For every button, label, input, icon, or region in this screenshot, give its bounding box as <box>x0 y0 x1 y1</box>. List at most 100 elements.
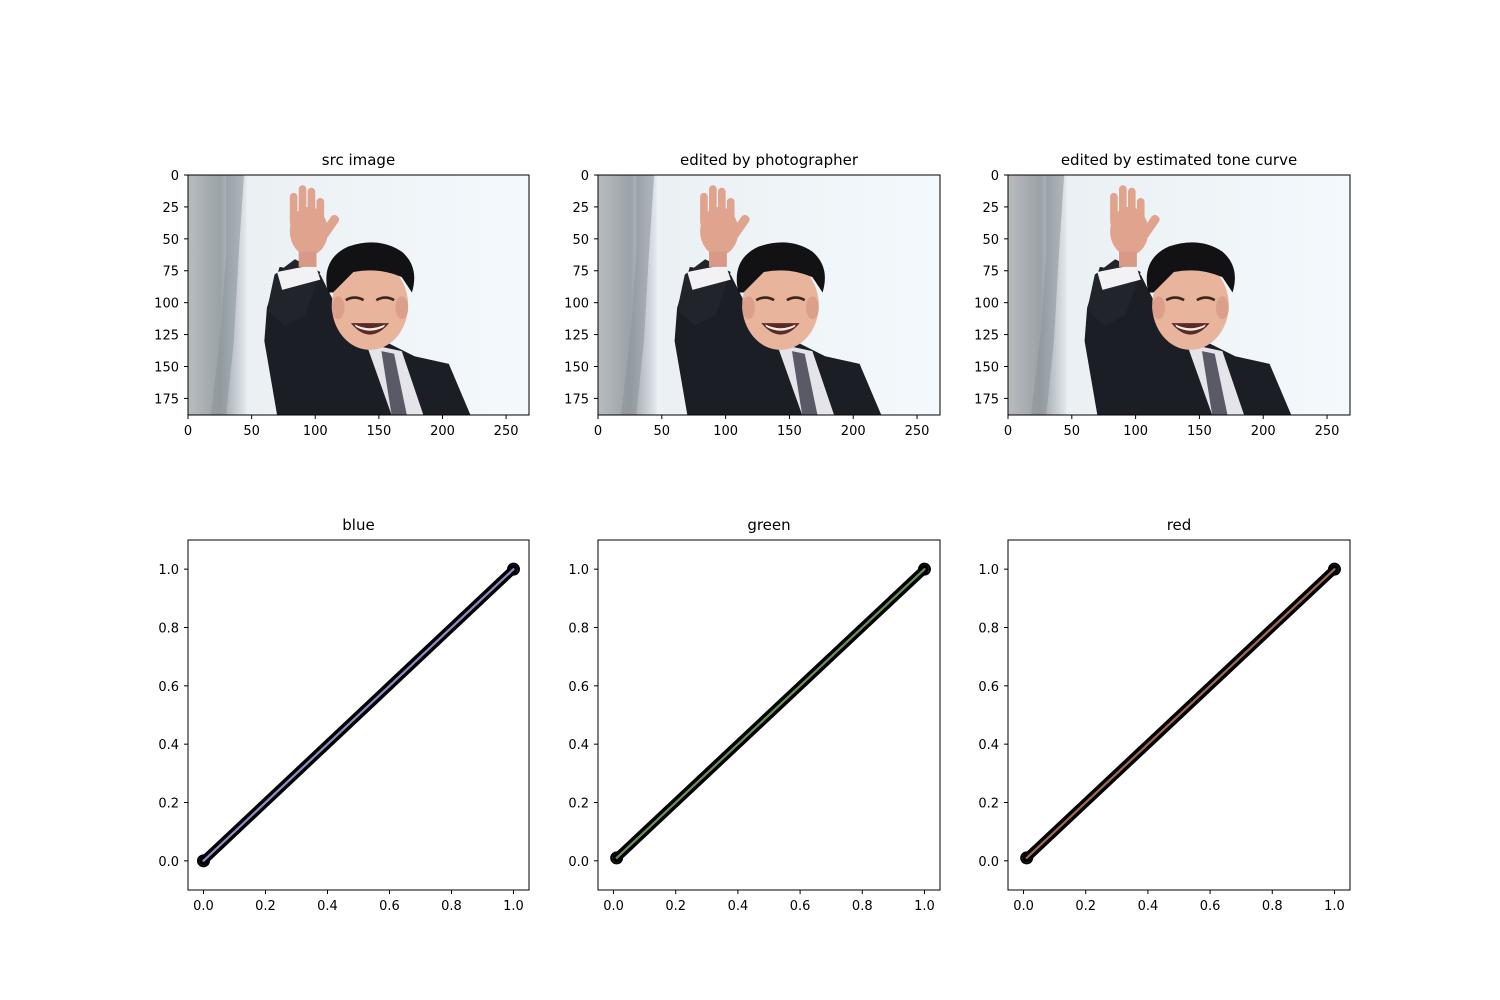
axes-frame <box>1007 174 1351 416</box>
y-tick-label: 0.6 <box>158 680 179 695</box>
x-tick-label: 0.0 <box>193 899 214 914</box>
x-tick-label: 0.0 <box>1013 899 1034 914</box>
axes-frame <box>597 539 941 891</box>
y-tick-label: 75 <box>162 265 179 280</box>
y-tick-label: 0 <box>171 169 179 184</box>
scatter-points-channel <box>1025 568 1336 860</box>
photo-image <box>596 173 942 417</box>
y-tick-label: 50 <box>572 233 589 248</box>
x-tick-label: 0.2 <box>665 899 686 914</box>
scatter-endpoint <box>507 562 520 576</box>
y-tick-label: 150 <box>154 360 179 375</box>
y-tick-label: 0.0 <box>568 855 589 870</box>
photo-image <box>1006 173 1352 417</box>
y-tick-label: 0.8 <box>158 622 179 637</box>
x-tick-label: 0.4 <box>317 899 338 914</box>
x-tick-label: 0.2 <box>255 899 276 914</box>
x-tick-label: 100 <box>1123 424 1148 439</box>
y-tick-label: 175 <box>974 392 999 407</box>
x-tick-label: 1.0 <box>503 899 524 914</box>
x-tick-label: 0.0 <box>603 899 624 914</box>
y-tick-label: 50 <box>982 233 999 248</box>
axes-frame <box>187 174 530 416</box>
x-tick-label: 100 <box>713 424 738 439</box>
x-tick-label: 0.6 <box>790 899 811 914</box>
chart-title: edited by photographer <box>680 151 859 169</box>
y-tick-label: 0.4 <box>158 738 179 753</box>
y-tick-label: 100 <box>974 297 999 312</box>
chart-title: green <box>747 516 790 534</box>
scatter-points-channel <box>202 568 515 862</box>
y-tick-label: 125 <box>974 329 999 344</box>
y-tick-label: 50 <box>162 233 179 248</box>
x-tick-label: 0.8 <box>1262 899 1283 914</box>
scatter-endpoint <box>610 851 624 865</box>
y-tick-label: 150 <box>974 360 999 375</box>
x-tick-label: 200 <box>430 424 455 439</box>
panel-edited-by-estimated-tone-curve: 0 50 100 150 200 250 0 25 50 75 100 125 150 175 edited… <box>974 151 1352 439</box>
y-tick-label: 0.2 <box>158 797 179 812</box>
y-tick-label: 125 <box>154 329 179 344</box>
x-tick-label: 200 <box>1251 424 1276 439</box>
x-tick-label: 0 <box>594 424 602 439</box>
panel-src-image: 0 50 100 150 200 250 0 25 50 75 100 125 150 175 src im… <box>154 151 531 439</box>
panel-edited-by-photographer: 0 50 100 150 200 250 0 25 50 75 100 125 150 175 edited… <box>564 151 942 439</box>
x-tick-label: 150 <box>777 424 802 439</box>
axes-frame <box>1007 539 1351 891</box>
scatter-endpoint <box>917 562 931 576</box>
x-tick-label: 150 <box>1187 424 1212 439</box>
y-tick-label: 0.4 <box>568 738 589 753</box>
x-tick-label: 1.0 <box>914 899 935 914</box>
scatter-endpoint <box>197 854 210 868</box>
y-tick-label: 0.2 <box>568 797 589 812</box>
chart-title: red <box>1167 516 1192 534</box>
x-tick-label: 0.8 <box>441 899 462 914</box>
x-tick-label: 50 <box>654 424 671 439</box>
y-tick-label: 150 <box>564 360 589 375</box>
y-tick-label: 0.6 <box>978 680 999 695</box>
y-tick-label: 1.0 <box>568 563 589 578</box>
x-tick-label: 0 <box>1004 424 1012 439</box>
panel-blue-tone-curve: 0.0 0.2 0.4 0.6 0.8 1.0 0.0 0.2 0.4 0.6 0.8 1.0 blue <box>158 516 530 914</box>
axes-frame <box>187 539 530 891</box>
chart-title: edited by estimated tone curve <box>1061 151 1297 169</box>
chart-title: blue <box>342 516 374 534</box>
y-tick-label: 175 <box>154 392 179 407</box>
y-tick-label: 0.6 <box>568 680 589 695</box>
y-tick-label: 75 <box>572 265 589 280</box>
x-tick-label: 100 <box>303 424 328 439</box>
y-tick-label: 0 <box>581 169 589 184</box>
x-tick-label: 0.6 <box>1200 899 1221 914</box>
chart-title: src image <box>322 151 395 169</box>
x-tick-label: 250 <box>494 424 519 439</box>
x-tick-label: 0.6 <box>379 899 400 914</box>
x-tick-label: 200 <box>841 424 866 439</box>
x-tick-label: 50 <box>1064 424 1081 439</box>
y-tick-label: 0 <box>991 169 999 184</box>
y-tick-label: 0.8 <box>568 622 589 637</box>
y-tick-label: 0.4 <box>978 738 999 753</box>
y-tick-label: 25 <box>162 201 179 216</box>
x-tick-label: 1.0 <box>1324 899 1345 914</box>
y-tick-label: 175 <box>564 392 589 407</box>
y-tick-label: 0.0 <box>158 855 179 870</box>
y-tick-label: 125 <box>564 329 589 344</box>
y-tick-label: 0.0 <box>978 855 999 870</box>
x-tick-label: 50 <box>243 424 260 439</box>
scatter-endpoint <box>1020 851 1034 865</box>
panel-green-tone-curve: 0.0 0.2 0.4 0.6 0.8 1.0 0.0 0.2 0.4 0.6 0.8 1.0 gree… <box>568 516 941 914</box>
y-tick-label: 1.0 <box>978 563 999 578</box>
y-tick-label: 1.0 <box>158 563 179 578</box>
scatter-points-channel <box>615 568 926 860</box>
x-tick-label: 0.2 <box>1075 899 1096 914</box>
x-tick-label: 250 <box>905 424 930 439</box>
x-tick-label: 150 <box>366 424 391 439</box>
y-tick-label: 0.2 <box>978 797 999 812</box>
y-tick-label: 25 <box>572 201 589 216</box>
y-tick-label: 25 <box>982 201 999 216</box>
y-tick-label: 75 <box>982 265 999 280</box>
x-tick-label: 0.4 <box>1138 899 1159 914</box>
panel-red-tone-curve: 0.0 0.2 0.4 0.6 0.8 1.0 0.0 0.2 0.4 0.6 0.8 1.0 red <box>978 516 1351 914</box>
x-tick-label: 0.8 <box>852 899 873 914</box>
